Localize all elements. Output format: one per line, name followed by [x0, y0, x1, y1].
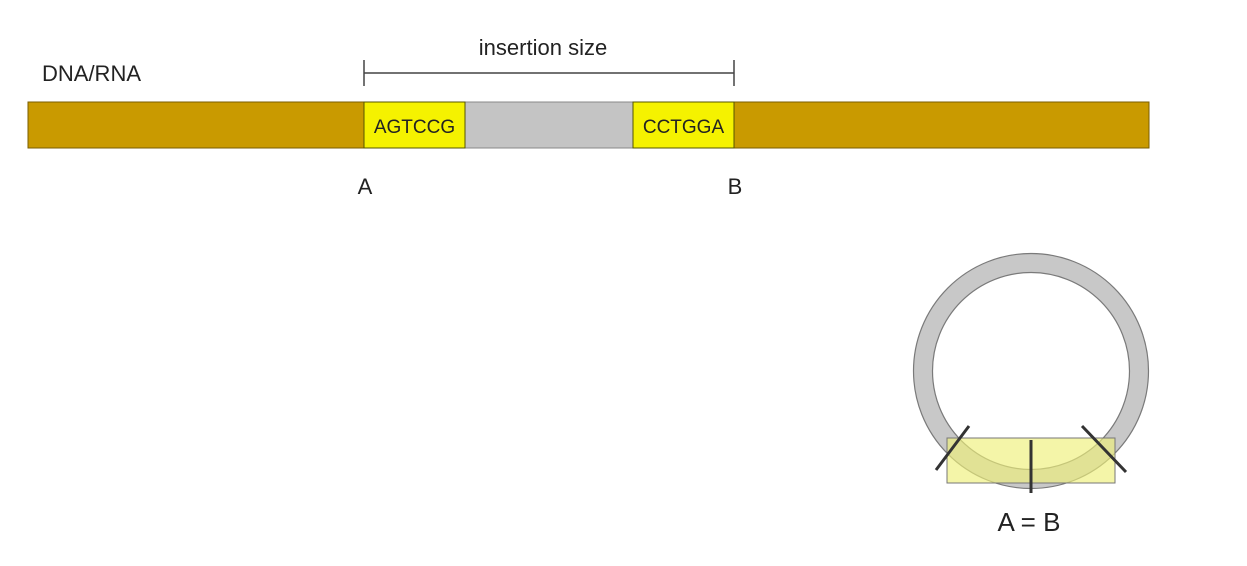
point-a-label: A: [358, 174, 373, 199]
right-sequence: CCTGGA: [643, 117, 725, 138]
linear-strand: AGTCCG CCTGGA: [27, 101, 1150, 149]
circle-label: A = B: [998, 507, 1061, 537]
left-sequence: AGTCCG: [374, 117, 455, 138]
insertion-size-label: insertion size: [479, 35, 607, 60]
junction-left-tick: [934, 425, 971, 471]
insertion-size-bracket: [363, 60, 735, 86]
strand-left-segment: [27, 101, 365, 149]
insert-segment: [464, 101, 634, 149]
strand-right-segment: [733, 101, 1150, 149]
point-b-label: B: [728, 174, 743, 199]
right-flank-box: [632, 101, 735, 149]
left-flank-box: [363, 101, 466, 149]
circular-molecule: [912, 252, 1150, 493]
junction-right-tick: [1080, 424, 1128, 474]
molecule-label: DNA/RNA: [42, 61, 141, 86]
